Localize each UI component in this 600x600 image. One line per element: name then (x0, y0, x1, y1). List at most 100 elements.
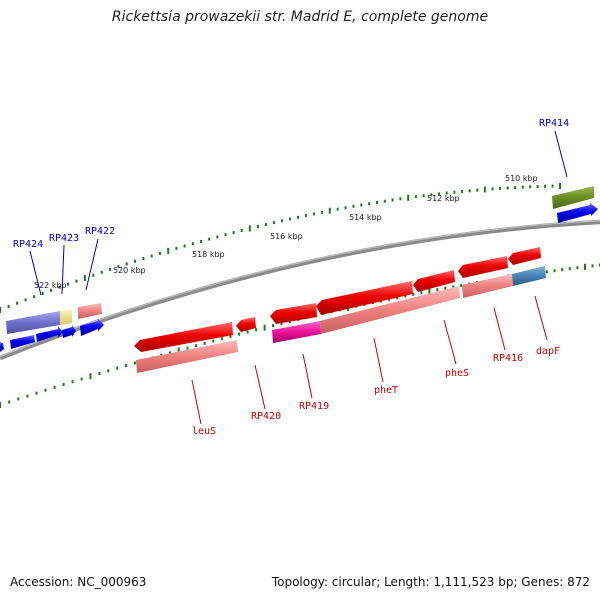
leader-phet (373, 337, 384, 383)
gene-rp416-bar[interactable] (462, 274, 513, 298)
outer-minor-tick (529, 185, 532, 189)
leader-rp414 (554, 130, 568, 178)
outer-minor-tick (544, 184, 547, 188)
outer-minor-tick (273, 221, 275, 225)
inner-minor-tick (98, 372, 101, 375)
outer-minor-tick (16, 301, 19, 305)
outer-minor-tick (491, 187, 494, 191)
outer-minor-tick (92, 273, 95, 277)
map-title: Rickettsia prowazekii str. Madrid E, com… (111, 9, 489, 25)
leader-rp422 (85, 238, 99, 291)
outer-major-tick (167, 247, 170, 254)
inner-minor-tick (238, 332, 241, 336)
leader-rp424 (29, 250, 42, 296)
scale-label-520: 520 kbp (113, 266, 146, 275)
leader-phes (443, 319, 457, 365)
gene-rp419-bar[interactable] (272, 321, 321, 343)
gene-rp422-box[interactable] (78, 303, 102, 319)
outer-minor-tick (360, 203, 363, 207)
outer-minor-tick (125, 262, 128, 266)
inner-minor-tick (591, 264, 594, 268)
inner-minor-tick (272, 324, 274, 328)
outer-minor-tick (414, 195, 417, 199)
cds-leus-arrow[interactable] (134, 322, 233, 352)
scale-label-516: 516 kbp (270, 232, 303, 241)
outer-minor-tick (67, 282, 69, 286)
outer-minor-tick (376, 200, 378, 204)
outer-major-tick (0, 307, 1, 313)
cds-rp416-arrow[interactable] (458, 256, 508, 278)
outer-minor-tick (7, 305, 10, 309)
inner-minor-tick (553, 269, 556, 273)
leader-leus (191, 379, 202, 425)
outer-major-tick (248, 225, 251, 232)
gene-leus-bar[interactable] (136, 340, 238, 373)
outer-minor-tick (158, 251, 161, 255)
gene-label-rp424[interactable]: RP424 (13, 239, 43, 250)
cds-rp419-arrow[interactable] (270, 303, 317, 324)
red-leader-lines (191, 295, 548, 425)
outer-minor-tick (297, 215, 299, 219)
gene-rp423-box[interactable] (60, 309, 72, 325)
gene-dapf-bar[interactable] (512, 266, 546, 286)
inner-minor-tick (212, 339, 215, 343)
gene-label-rp420[interactable]: RP420 (251, 411, 281, 422)
gene-label-leus[interactable]: leuS (192, 426, 216, 437)
cds-rp424-arrow[interactable] (10, 335, 35, 349)
gene-rp424-box[interactable] (6, 311, 60, 334)
inner-minor-tick (460, 283, 463, 287)
gene-label-rp416[interactable]: RP416 (493, 353, 523, 364)
cds-rp420-arrow[interactable] (236, 317, 256, 332)
outer-minor-tick (422, 194, 425, 198)
cds-phes-arrow[interactable] (413, 270, 455, 292)
inner-minor-tick (220, 337, 223, 341)
outer-minor-tick (175, 246, 178, 250)
outer-minor-tick (514, 186, 517, 189)
cds-rp414-arrow[interactable] (557, 203, 598, 223)
outer-major-tick (83, 275, 86, 282)
outer-minor-tick (117, 265, 120, 269)
outer-minor-tick (33, 295, 36, 299)
cds-phet-arrow[interactable] (316, 281, 413, 315)
inner-minor-tick (420, 291, 423, 295)
cds-rp423-arrow[interactable] (36, 326, 63, 342)
gene-label-rp423[interactable]: RP423 (49, 233, 79, 244)
gene-rp414-box[interactable] (552, 186, 594, 209)
cds-rp422-arrow[interactable] (80, 319, 104, 336)
scale-label-518: 518 kbp (192, 250, 225, 259)
outer-minor-tick (183, 244, 186, 248)
gene-label-phet[interactable]: pheT (374, 385, 398, 396)
inner-minor-tick (195, 344, 198, 348)
outer-minor-tick (468, 189, 471, 193)
outer-minor-tick (536, 185, 539, 189)
inner-minor-tick (203, 341, 206, 345)
inner-minor-tick (229, 334, 232, 338)
outer-minor-tick (476, 188, 479, 192)
outer-minor-tick (134, 259, 137, 263)
inner-minor-tick (561, 268, 564, 272)
inner-major-tick (0, 402, 1, 408)
outer-minor-tick (344, 206, 347, 210)
outer-minor-tick (216, 235, 219, 239)
cds-rp423b-arrow[interactable] (62, 325, 76, 338)
gene-label-rp414[interactable]: RP414 (539, 118, 569, 129)
inner-minor-tick (444, 286, 447, 290)
outer-minor-tick (521, 185, 524, 189)
outer-minor-tick (438, 192, 441, 196)
genome-summary-text: Topology: circular; Length: 1,111,523 bp… (271, 575, 590, 589)
inner-minor-tick (186, 346, 189, 350)
outer-minor-tick (50, 288, 53, 292)
outer-minor-tick (24, 298, 27, 302)
cds-dapf-arrow[interactable] (508, 247, 541, 265)
gene-phet-bar[interactable] (320, 286, 460, 334)
cds-left-edge-arrow[interactable] (0, 342, 4, 352)
gene-label-phes[interactable]: pheS (445, 368, 469, 379)
gene-label-dapf[interactable]: dapF (536, 346, 560, 357)
outer-minor-tick (224, 233, 227, 237)
inner-major-tick (177, 347, 180, 354)
gene-label-rp422[interactable]: RP422 (85, 226, 115, 237)
gene-label-rp419[interactable]: RP419 (299, 401, 329, 412)
inner-minor-tick (280, 322, 283, 325)
